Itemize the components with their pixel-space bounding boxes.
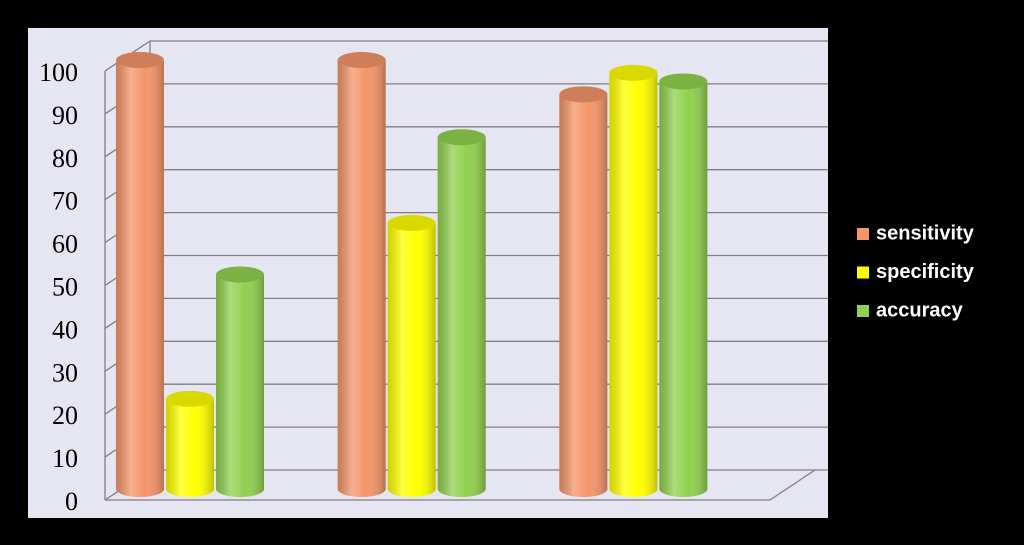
- y-tick-label: 10: [52, 444, 78, 473]
- bar-bottom-shade: [337, 481, 386, 497]
- legend-swatch: [857, 228, 869, 240]
- bar-bottom-shade: [387, 481, 436, 497]
- bar-shade: [216, 274, 264, 489]
- bar-shade: [166, 398, 214, 489]
- bar-bottom-shade: [437, 481, 486, 497]
- bar-top: [116, 52, 164, 68]
- y-tick-label: 50: [52, 272, 78, 301]
- y-tick-label: 100: [39, 58, 78, 87]
- bar-top: [387, 215, 436, 232]
- y-tick-label: 60: [52, 230, 78, 259]
- bar-top-shade: [166, 390, 214, 407]
- bar-top: [437, 129, 486, 146]
- bar-bottom-shade: [609, 481, 658, 497]
- legend-swatch: [857, 266, 869, 279]
- bar-top: [559, 86, 608, 103]
- bar-bottom-shade: [166, 481, 214, 497]
- y-tick-label: 90: [52, 101, 78, 130]
- bar-shade: [337, 60, 386, 489]
- y-tick-label: 40: [52, 315, 78, 344]
- bar-bottom-shade: [116, 481, 164, 497]
- legend-label: accuracy: [876, 299, 964, 321]
- bar-top: [166, 390, 214, 407]
- legend-label: specificity: [876, 261, 975, 283]
- bar-top-shade: [559, 86, 608, 103]
- bar-shade: [387, 223, 436, 489]
- y-tick-label: 70: [52, 187, 78, 216]
- bar-top-shade: [659, 73, 708, 90]
- y-tick-label: 80: [52, 144, 78, 173]
- bar-top-shade: [387, 215, 436, 232]
- y-tick-label: 30: [52, 358, 78, 387]
- bar-shade: [609, 72, 658, 490]
- legend-swatch: [857, 305, 869, 317]
- bar-shade: [559, 94, 608, 489]
- bar-top-shade: [116, 52, 164, 68]
- y-tick-label: 20: [52, 401, 78, 430]
- y-tick-label: 0: [65, 487, 78, 516]
- bar-top: [659, 73, 708, 90]
- bar-top: [216, 266, 264, 283]
- legend-label: sensitivity: [876, 222, 975, 244]
- bar-bottom-shade: [659, 481, 708, 497]
- bar-top-shade: [216, 266, 264, 283]
- bar-top-shade: [609, 64, 658, 81]
- bar-top: [609, 64, 658, 81]
- bar-bottom-shade: [216, 481, 264, 497]
- bar-top-shade: [437, 129, 486, 146]
- bar-shade: [659, 81, 708, 489]
- bar-top: [337, 52, 386, 68]
- bar-shade: [116, 60, 164, 489]
- bar-shade: [437, 137, 486, 489]
- bar-bottom-shade: [559, 481, 608, 497]
- bar-top-shade: [337, 52, 386, 68]
- floor-edge: [769, 469, 816, 501]
